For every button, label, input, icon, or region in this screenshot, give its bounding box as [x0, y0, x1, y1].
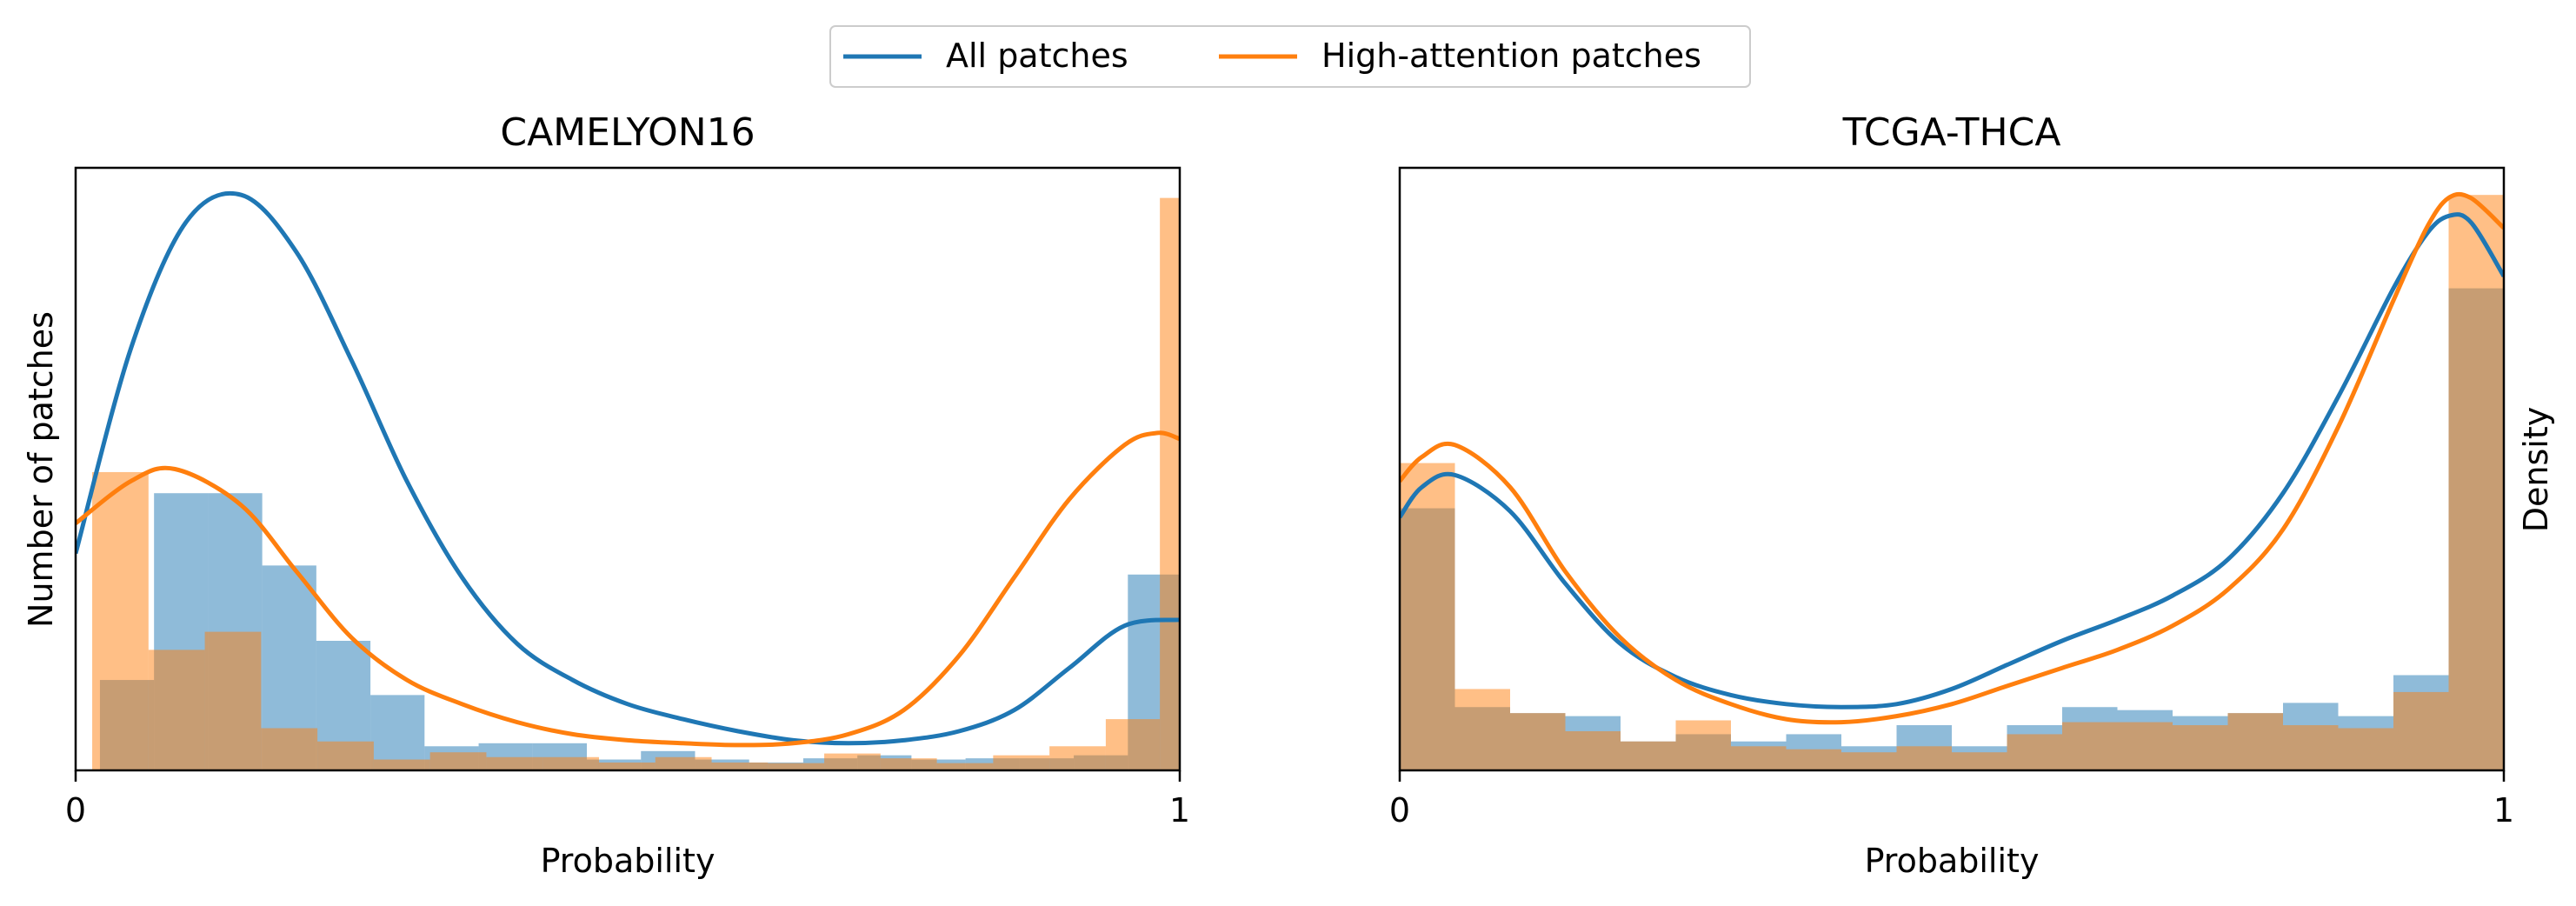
panel-camelyon16: CAMELYON16 0 1 Probability Number of pat…: [22, 110, 1190, 880]
hist-bar-high-attention-patches-17: [1049, 746, 1106, 770]
kde-layer-tcga-thca: [1400, 191, 2504, 725]
hist-bar-high-attention-patches-7: [1786, 749, 1841, 770]
plot-area-tcga-thca: [1400, 191, 2504, 770]
x-tick-label-0-camelyon16: 0: [65, 791, 86, 829]
hist-bar-high-attention-patches-12: [2062, 722, 2118, 770]
hist-bar-high-attention-patches-15: [2227, 713, 2283, 770]
y-axis-label-camelyon16: Number of patches: [22, 311, 60, 628]
hist-bar-high-attention-patches-9: [1896, 746, 1952, 770]
x-axis-label-camelyon16: Probability: [541, 842, 716, 880]
axes-frame-camelyon16: [74, 166, 1181, 772]
kde-line-high-attention-patches: [1400, 191, 2504, 725]
hist-bar-high-attention-patches-18: [1105, 719, 1161, 770]
hist-bar-high-attention-patches-5: [373, 759, 430, 770]
legend: All patches High-attention patches: [829, 25, 1751, 88]
kde-line-all-patches: [76, 190, 1180, 746]
hist-bar-all-patches-5: [370, 695, 425, 770]
hist-bar-high-attention-patches-2: [1510, 713, 1566, 770]
hist-bar-high-attention-patches-5: [1675, 720, 1731, 770]
hist-bar-high-attention-patches-14: [880, 758, 937, 770]
hist-bar-high-attention-patches-6: [429, 752, 487, 770]
hist-bar-high-attention-patches-19: [2448, 195, 2504, 770]
legend-label-all-patches: All patches: [946, 37, 1128, 75]
panel-title-camelyon16: CAMELYON16: [500, 110, 755, 155]
axes-frame-tcga-thca: [1398, 166, 2506, 772]
hist-bar-high-attention-patches-12: [768, 763, 825, 770]
hist-bar-high-attention-patches-10: [655, 756, 712, 770]
hist-bar-high-attention-patches-2: [204, 631, 262, 770]
histogram-layer-camelyon16: [92, 197, 1180, 770]
hist-bar-high-attention-patches-3: [261, 728, 318, 770]
hist-bar-high-attention-patches-15: [936, 763, 994, 770]
y-axis-label-tcga-thca: Density: [2517, 407, 2555, 532]
hist-bar-high-attention-patches-14: [2173, 725, 2228, 770]
kde-line-high-attention-patches: [76, 430, 1180, 748]
legend-label-high-attention-patches: High-attention patches: [1321, 37, 1701, 75]
kde-line-all-patches: [1400, 212, 2504, 709]
hist-bar-high-attention-patches-0: [92, 471, 149, 770]
hist-bar-high-attention-patches-10: [1952, 752, 2007, 770]
hist-bar-high-attention-patches-8: [1841, 752, 1897, 770]
hist-bar-high-attention-patches-1: [1454, 689, 1510, 770]
x-tick-label-0-tcga-thca: 0: [1389, 791, 1410, 829]
hist-bar-high-attention-patches-9: [598, 762, 656, 770]
hist-bar-high-attention-patches-11: [711, 762, 769, 770]
x-axis-label-tcga-thca: Probability: [1865, 842, 2040, 880]
hist-bar-high-attention-patches-16: [993, 755, 1050, 770]
x-tick-label-1-camelyon16: 1: [1169, 791, 1190, 829]
hist-bar-high-attention-patches-16: [2283, 725, 2339, 770]
hist-bar-high-attention-patches-0: [1400, 463, 1455, 770]
hist-bar-high-attention-patches-8: [542, 756, 599, 770]
hist-bar-high-attention-patches-4: [1621, 741, 1676, 770]
hist-bar-high-attention-patches-3: [1565, 730, 1621, 770]
hist-bar-high-attention-patches-11: [2007, 734, 2062, 770]
hist-bar-high-attention-patches-4: [317, 741, 374, 770]
panel-title-tcga-thca: TCGA-THCA: [1842, 110, 2061, 155]
kde-layer-camelyon16: [76, 190, 1180, 748]
hist-bar-high-attention-patches-7: [486, 756, 543, 770]
x-tick-label-1-tcga-thca: 1: [2493, 791, 2514, 829]
hist-bar-high-attention-patches-17: [2338, 728, 2393, 770]
hist-bar-high-attention-patches-19: [1160, 197, 1180, 770]
plot-area-camelyon16: [76, 190, 1180, 770]
panel-tcga-thca: TCGA-THCA 0 1 Probability Density: [1389, 110, 2555, 880]
hist-bar-high-attention-patches-6: [1731, 746, 1787, 770]
histogram-layer-tcga-thca: [1400, 195, 2504, 770]
hist-bar-high-attention-patches-13: [824, 753, 881, 770]
hist-bar-high-attention-patches-18: [2393, 691, 2449, 770]
hist-bar-high-attention-patches-1: [148, 650, 205, 770]
hist-bar-high-attention-patches-13: [2117, 722, 2173, 770]
